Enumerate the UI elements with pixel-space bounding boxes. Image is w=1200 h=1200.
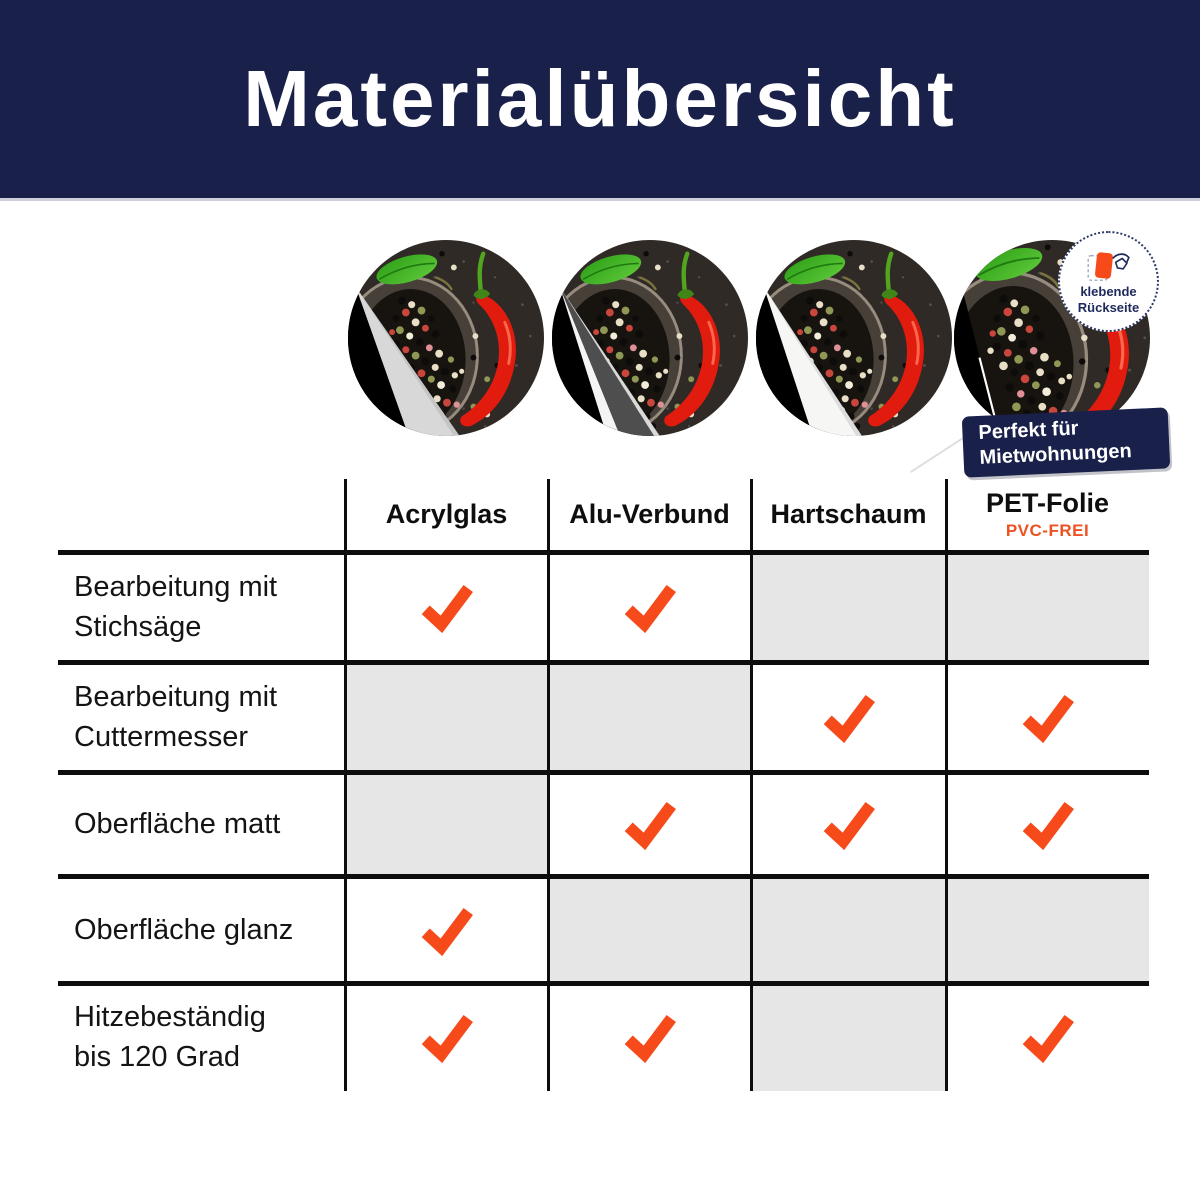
row-label-line: Oberfläche matt [74, 808, 281, 840]
adhesive-back-badge: klebende Rückseite [1058, 231, 1159, 332]
check-icon [821, 691, 877, 744]
check-icon [622, 798, 678, 851]
row-label-4: Oberfläche glanz [74, 879, 338, 980]
row-label-line: bis 120 Grad [74, 1041, 241, 1073]
page-title: Materialübersicht [243, 54, 957, 143]
table-vertical-line-4 [944, 479, 948, 1091]
cell-not-available [751, 876, 946, 983]
column-header-label: Acrylglas [385, 498, 508, 529]
check-icon [1020, 798, 1076, 851]
badge-text-line2: Rückseite [1077, 299, 1140, 315]
check-icon [624, 1014, 676, 1064]
table-vertical-line-1 [343, 479, 347, 1091]
check-icon [421, 907, 473, 956]
check-icon [1020, 1011, 1076, 1064]
cell-not-available [946, 876, 1149, 983]
table-horizontal-line-3 [58, 769, 1149, 775]
cell-not-available [345, 662, 548, 772]
material-sample-acrylglas [348, 240, 544, 436]
check-icon [421, 584, 473, 634]
cell-not-available [946, 552, 1149, 662]
check-icon [624, 801, 676, 851]
row-label-line: Bearbeitung mit [74, 681, 278, 713]
check-icon [1022, 1014, 1074, 1064]
material-sample-alu-verbund [552, 240, 748, 436]
column-header-4: PET-Folie PVC-FREI [946, 479, 1149, 549]
cell-not-available [751, 552, 946, 662]
check-icon [419, 1011, 475, 1064]
row-label-line: Oberfläche glanz [74, 913, 294, 946]
table-vertical-line-3 [749, 479, 753, 1091]
row-label-2: Bearbeitung mit Cuttermesser [74, 665, 338, 769]
row-label-3: Oberfläche matt [74, 775, 338, 873]
row-label-line: Bearbeitung mit [74, 571, 278, 603]
table-horizontal-line-2 [58, 659, 1149, 665]
badge-text-line1: klebende [1080, 284, 1137, 299]
check-icon [1022, 801, 1074, 851]
check-icon [821, 798, 877, 851]
cell-not-available [548, 662, 751, 772]
check-icon [419, 581, 475, 634]
sticker-peel-icon [1086, 252, 1130, 281]
cell-not-available [751, 983, 946, 1091]
check-icon [624, 584, 676, 634]
row-label-5: Hitzebeständig bis 120 Grad [74, 986, 338, 1088]
check-icon [622, 1011, 678, 1064]
row-label-1: Bearbeitung mit Stichsäge [74, 555, 338, 659]
column-header-2: Alu-Verbund [548, 479, 751, 549]
column-header-sublabel: PVC-FREI [1005, 520, 1090, 540]
row-label-line: Hitzebeständig [74, 1001, 266, 1033]
column-header-label: Alu-Verbund [569, 498, 730, 529]
row-label-line: Cuttermesser [74, 721, 249, 753]
cell-not-available [548, 876, 751, 983]
column-header-1: Acrylglas [345, 479, 548, 549]
column-header-label: PET-Folie [985, 487, 1110, 518]
table-horizontal-line-4 [58, 873, 1149, 879]
cell-not-available [345, 772, 548, 876]
row-label-line: Stichsäge [74, 611, 202, 643]
check-icon [421, 1014, 473, 1064]
table-horizontal-line-5 [58, 980, 1149, 986]
check-icon [419, 904, 475, 956]
check-icon [1022, 694, 1074, 744]
table-horizontal-line-1 [58, 549, 1149, 555]
check-icon [1020, 691, 1076, 744]
check-icon [823, 694, 875, 744]
column-header-label: Hartschaum [770, 498, 927, 529]
material-sample-hartschaum [756, 240, 952, 436]
check-icon [622, 581, 678, 634]
check-icon [823, 801, 875, 851]
table-vertical-line-2 [546, 479, 550, 1091]
mietwohnungen-ribbon: Perfekt für Mietwohnungen [961, 407, 1171, 478]
column-header-3: Hartschaum [751, 479, 946, 549]
header-bar: Materialübersicht [0, 0, 1200, 201]
